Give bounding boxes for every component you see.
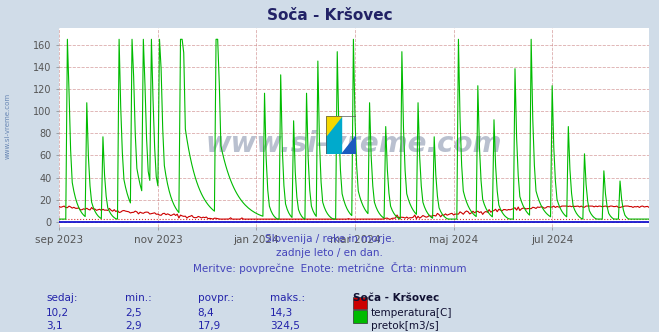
Polygon shape bbox=[326, 116, 341, 135]
Text: 14,3: 14,3 bbox=[270, 308, 293, 318]
Polygon shape bbox=[326, 116, 341, 154]
Text: zadnje leto / en dan.: zadnje leto / en dan. bbox=[276, 248, 383, 258]
Text: povpr.:: povpr.: bbox=[198, 293, 234, 303]
Polygon shape bbox=[341, 135, 356, 154]
Text: sedaj:: sedaj: bbox=[46, 293, 78, 303]
Text: 17,9: 17,9 bbox=[198, 321, 221, 331]
Text: pretok[m3/s]: pretok[m3/s] bbox=[371, 321, 439, 331]
Text: www.si-vreme.com: www.si-vreme.com bbox=[206, 130, 502, 158]
Text: maks.:: maks.: bbox=[270, 293, 305, 303]
Text: min.:: min.: bbox=[125, 293, 152, 303]
Text: 324,5: 324,5 bbox=[270, 321, 300, 331]
Text: 10,2: 10,2 bbox=[46, 308, 69, 318]
Text: 2,9: 2,9 bbox=[125, 321, 142, 331]
Text: 2,5: 2,5 bbox=[125, 308, 142, 318]
Text: temperatura[C]: temperatura[C] bbox=[371, 308, 453, 318]
Text: 3,1: 3,1 bbox=[46, 321, 63, 331]
Text: Meritve: povprečne  Enote: metrične  Črta: minmum: Meritve: povprečne Enote: metrične Črta:… bbox=[192, 262, 467, 274]
Text: www.si-vreme.com: www.si-vreme.com bbox=[5, 93, 11, 159]
Text: Slovenija / reke in morje.: Slovenija / reke in morje. bbox=[264, 234, 395, 244]
Text: 8,4: 8,4 bbox=[198, 308, 214, 318]
Text: Soča - Kršovec: Soča - Kršovec bbox=[353, 293, 439, 303]
Text: Soča - Kršovec: Soča - Kršovec bbox=[267, 8, 392, 23]
